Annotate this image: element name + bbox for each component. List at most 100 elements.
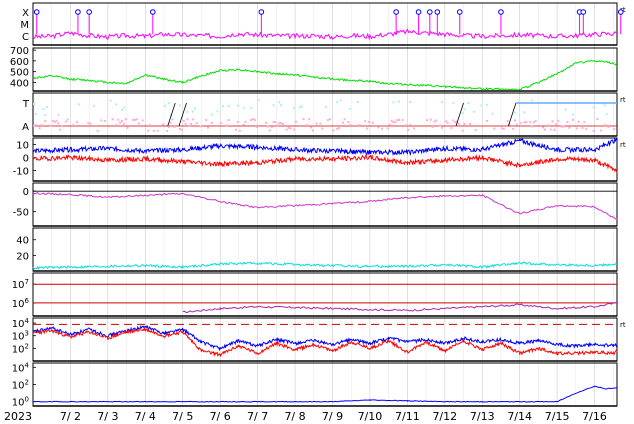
sector-point-away <box>195 122 198 125</box>
sector-point-away <box>514 119 517 122</box>
sector-point-away <box>525 120 528 123</box>
sector-point-away <box>405 124 408 127</box>
sector-point-away <box>268 129 271 132</box>
sector-point-toward <box>356 101 359 104</box>
sector-point-away <box>341 121 344 124</box>
panel-frame <box>32 92 618 137</box>
panel-frame <box>32 182 618 227</box>
sector-point-away <box>167 126 170 129</box>
sector-point-away <box>319 122 322 125</box>
sector-point-away <box>600 129 603 132</box>
sector-point-away <box>173 125 176 128</box>
sector-point-away <box>444 120 447 123</box>
sector-point-away <box>585 127 588 130</box>
sector-point-away <box>40 123 43 126</box>
sector-point-away <box>568 126 571 129</box>
sector-point-away <box>310 126 313 129</box>
sector-point-away <box>156 129 159 132</box>
sector-point-away <box>431 125 434 128</box>
flare-marker <box>617 9 624 15</box>
sector-point-toward <box>186 110 189 113</box>
sector-point-toward <box>192 110 195 113</box>
sector-point-away <box>253 119 256 122</box>
sector-point-away <box>147 129 150 132</box>
sector-point-toward <box>472 110 475 113</box>
sector-point-toward <box>193 107 196 110</box>
sector-point-away <box>450 127 453 130</box>
sector-point-toward <box>169 114 172 117</box>
panel-frame <box>32 272 618 317</box>
sector-point-away <box>242 123 245 126</box>
sector-point-away <box>51 120 54 123</box>
y-tick-label: 10 <box>16 141 29 152</box>
x-tick-label: 7/ 4 <box>135 410 156 423</box>
sector-point-toward <box>257 99 260 102</box>
sector-point-away <box>64 120 67 123</box>
x-axis: 2023 7/ 2 7/ 3 7/ 4 7/ 5 7/ 6 7/ 7 7/ 8 7/ 9 7/1… <box>4 410 607 423</box>
flare-marker <box>75 9 81 15</box>
sector-point-away <box>347 121 350 124</box>
sector-step <box>455 102 464 127</box>
sector-point-away <box>276 124 279 127</box>
sector-point-away <box>343 118 346 121</box>
sector-point-away <box>122 122 125 125</box>
sector-point-toward <box>34 113 37 116</box>
sector-point-toward <box>605 113 608 116</box>
sector-point-away <box>523 121 526 124</box>
sector-point-toward <box>164 104 167 107</box>
sector-point-away <box>117 118 120 121</box>
x-tick-label: 7/13 <box>470 410 495 423</box>
x-tick-label: 7/16 <box>582 410 607 423</box>
sector-point-away <box>394 121 397 124</box>
x-tick-label: 7/10 <box>358 410 383 423</box>
sector-point-toward <box>278 101 281 104</box>
sector-point-away <box>295 120 298 123</box>
sector-point-toward <box>463 108 466 111</box>
y-tick-label: 0 <box>23 154 29 165</box>
panel-layer: rtXMC400500600700rtTArt100-100-502040106… <box>10 2 626 409</box>
sector-point-toward <box>122 106 125 109</box>
sector-point-toward <box>280 104 283 107</box>
sector-point-away <box>180 128 183 131</box>
sector-point-away <box>429 118 432 121</box>
series-line <box>32 191 618 220</box>
sector-step <box>508 102 517 127</box>
sector-point-toward <box>349 108 352 111</box>
sector-point-toward <box>485 103 488 106</box>
series-line <box>32 326 618 358</box>
flare-marker <box>33 9 40 15</box>
sector-point-away <box>603 124 606 127</box>
sector-point-away <box>270 126 273 129</box>
sector-point-away <box>306 123 309 126</box>
sector-point-away <box>165 129 168 132</box>
sector-point-away <box>454 121 457 124</box>
sector-point-away <box>44 120 47 123</box>
sector-point-toward <box>44 114 47 117</box>
sector-point-away <box>266 125 269 128</box>
y-tick-label: 20 <box>16 251 29 262</box>
sector-point-away <box>33 124 35 127</box>
sector-point-away <box>274 121 277 124</box>
sector-point-away <box>111 118 114 121</box>
sector-point-away <box>485 119 488 122</box>
sector-point-toward <box>167 102 170 105</box>
sector-point-away <box>401 118 404 121</box>
sector-point-toward <box>480 104 483 107</box>
sector-point-away <box>398 118 400 121</box>
sector-point-away <box>220 122 223 125</box>
sector-point-away <box>390 119 393 122</box>
sector-point-away <box>407 128 410 131</box>
sector-point-toward <box>57 113 60 116</box>
sector-point-toward <box>491 112 494 115</box>
sector-point-toward <box>115 103 118 106</box>
y-tick-label: 103 <box>12 330 29 343</box>
sector-point-away <box>502 127 505 130</box>
sector-point-away <box>285 128 288 131</box>
sector-point-away <box>169 121 172 124</box>
y-tick-label: T <box>22 99 30 110</box>
sector-point-away <box>255 126 258 129</box>
x-tick-label: 7/ 8 <box>284 410 305 423</box>
sector-point-away <box>205 119 208 122</box>
